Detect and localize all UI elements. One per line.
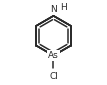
Text: N: N [50,5,57,14]
Text: As: As [48,51,59,60]
Text: Cl: Cl [49,72,58,81]
Text: H: H [60,3,67,12]
